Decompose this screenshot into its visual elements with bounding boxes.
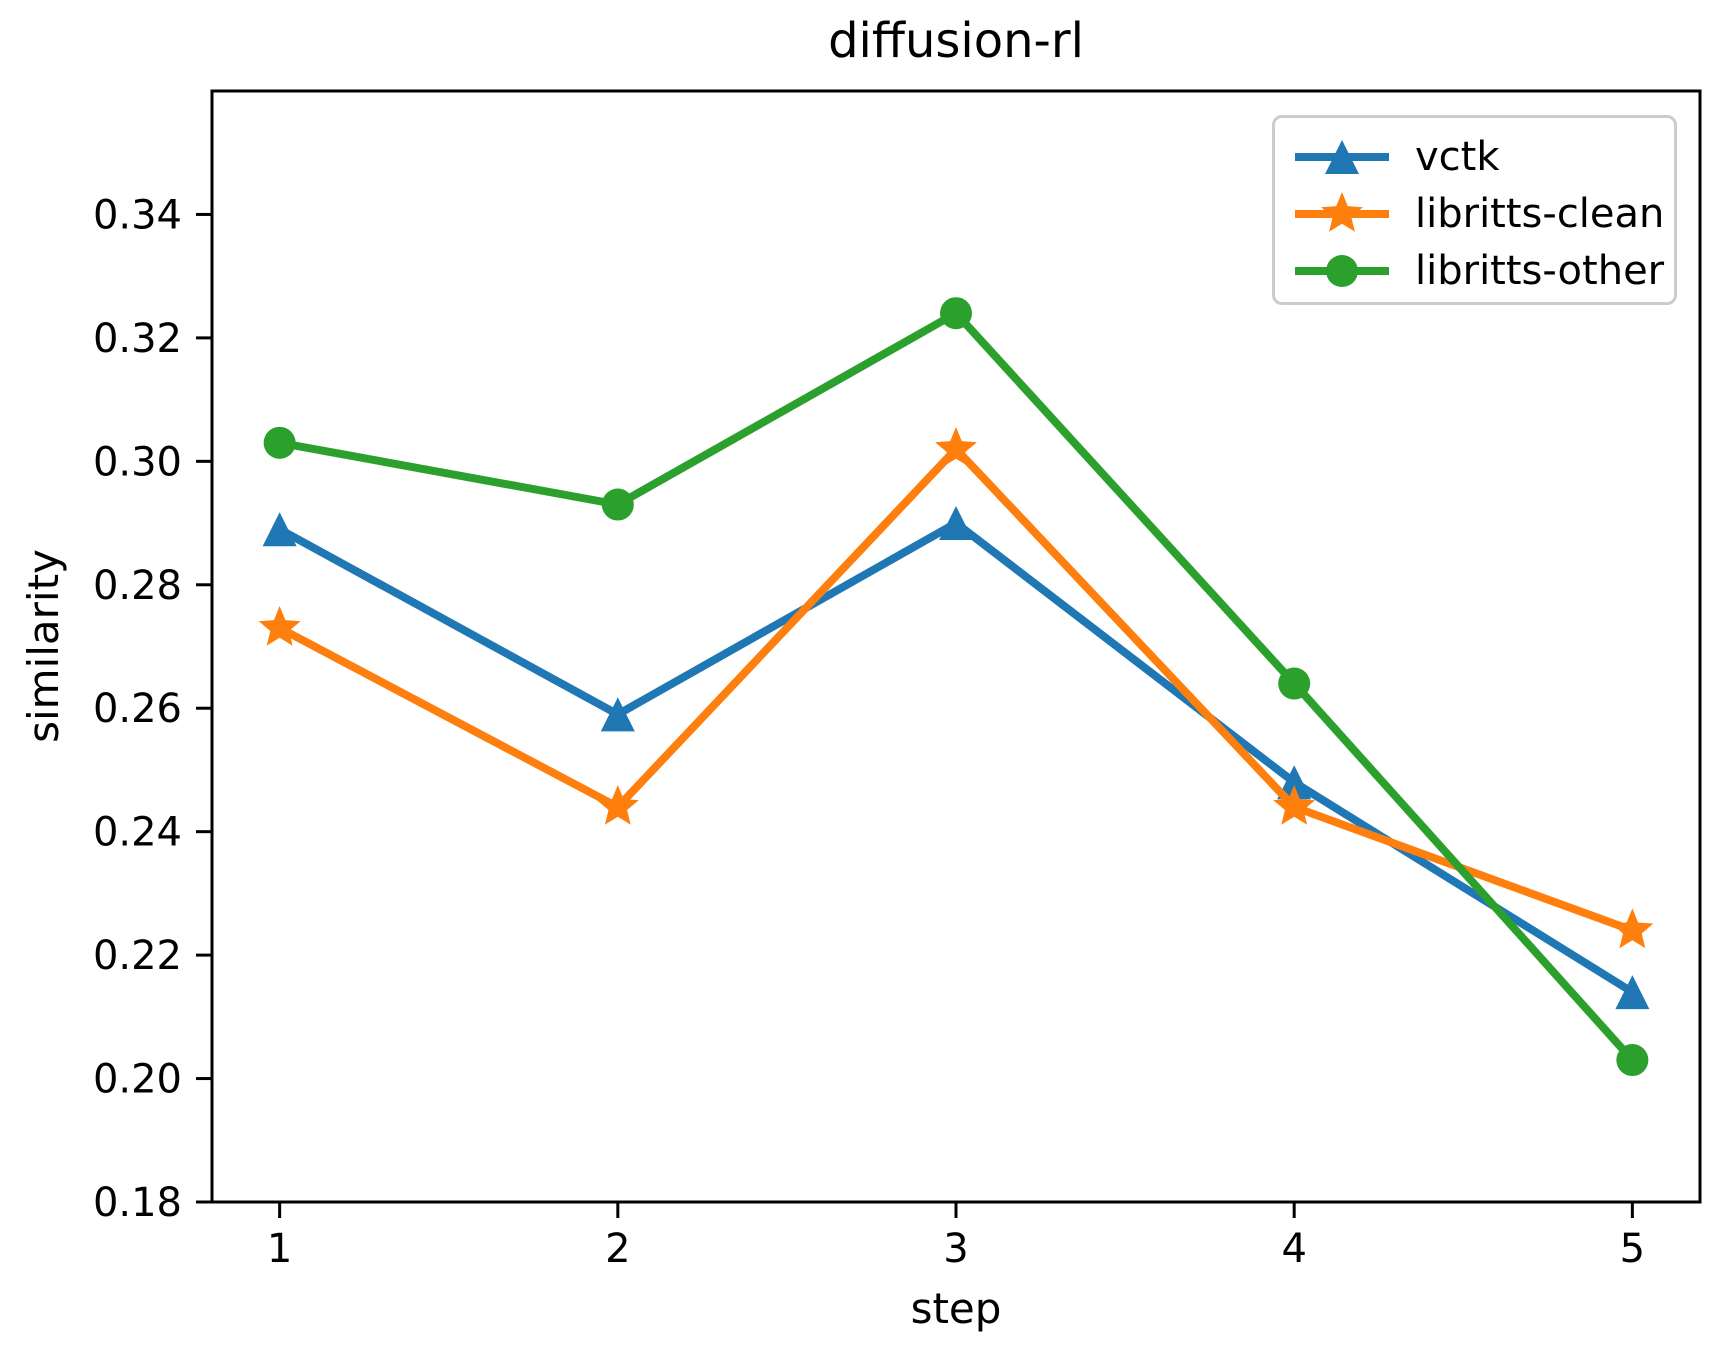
legend-marker-star-icon: [1295, 191, 1389, 232]
y-tick-label: 0.34: [93, 192, 182, 238]
x-tick-label: 1: [267, 1226, 292, 1272]
data-point-libritts-other: [1616, 1044, 1649, 1077]
data-point-vctk: [1615, 975, 1650, 1010]
x-tick-label: 4: [1281, 1226, 1306, 1272]
y-tick-label: 0.24: [93, 810, 182, 856]
data-point-libritts-other: [1278, 667, 1311, 700]
y-tick-label: 0.22: [93, 933, 182, 979]
legend-item-libritts-clean: libritts-clean: [1293, 185, 1674, 242]
x-tick-label: 2: [605, 1226, 630, 1272]
data-point-libritts-other: [263, 426, 296, 459]
data-point-libritts-other: [940, 297, 972, 330]
legend-item-libritts-other: libritts-other: [1293, 242, 1674, 299]
data-point-libritts-clean: [935, 427, 977, 467]
x-axis: 1 2 3 4 5: [267, 1202, 1645, 1272]
data-point-vctk: [600, 697, 635, 732]
y-tick-label: 0.30: [93, 439, 182, 485]
y-tick-label: 0.32: [93, 316, 182, 362]
y-tick-label: 0.18: [93, 1180, 182, 1226]
legend-marker-libritts-clean: [1321, 191, 1363, 232]
x-tick-label: 5: [1620, 1226, 1645, 1272]
series-vctk: [262, 506, 1650, 1010]
data-point-vctk: [262, 512, 297, 547]
x-axis-label: step: [910, 1284, 1002, 1333]
legend-marker-libritts-other: [1326, 254, 1358, 287]
legend-item-vctk: vctk: [1293, 128, 1674, 185]
data-point-vctk: [939, 506, 973, 541]
series-line-libritts-other: [275, 309, 1637, 1064]
data-point-libritts-clean: [1611, 908, 1654, 949]
y-tick-label: 0.26: [93, 686, 182, 732]
data-point-libritts-other: [601, 488, 634, 521]
series-line-vctk: [275, 519, 1637, 997]
legend: vctk libritts-clean libritts-other: [1272, 115, 1677, 305]
x-tick-label: 3: [943, 1226, 968, 1272]
y-axis: 0.18 0.20 0.22 0.24 0.26 0.28 0.30 0.32 0.34: [93, 192, 212, 1226]
legend-label-libritts-clean: libritts-clean: [1415, 190, 1665, 237]
series-libritts-other: [263, 297, 1649, 1077]
y-tick-label: 0.20: [93, 1057, 182, 1103]
legend-label-libritts-other: libritts-other: [1415, 247, 1665, 294]
y-axis-label: similarity: [19, 549, 68, 743]
legend-label-vctk: vctk: [1415, 133, 1500, 180]
series-libritts-clean: [258, 427, 1654, 949]
y-tick-label: 0.28: [93, 563, 182, 609]
data-point-vctk: [1277, 765, 1312, 800]
data-point-libritts-clean: [1273, 785, 1316, 825]
chart-title: diffusion-rl: [828, 13, 1084, 69]
data-point-libritts-clean: [258, 606, 301, 646]
data-point-libritts-clean: [596, 785, 639, 825]
legend-marker-circle-icon: [1295, 254, 1389, 287]
legend-marker-vctk: [1325, 139, 1359, 174]
legend-marker-triangle-icon: [1295, 139, 1389, 174]
